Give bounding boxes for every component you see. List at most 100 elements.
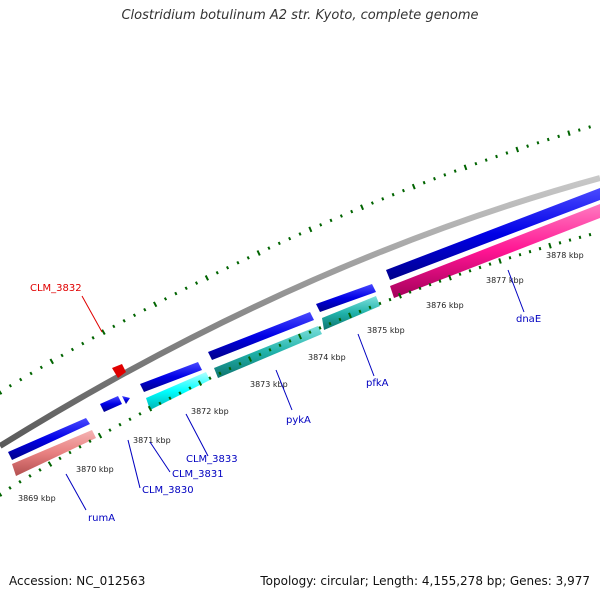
tick-mark xyxy=(298,232,302,236)
gene-leader-lines xyxy=(65,269,525,511)
tick-mark xyxy=(381,197,385,201)
gene-arrow[interactable] xyxy=(316,284,376,312)
kbp-label: 3872 kbp xyxy=(191,407,229,416)
gene-arrow[interactable] xyxy=(386,188,600,280)
tick-mark xyxy=(288,236,292,241)
gene-arrow-pykA[interactable] xyxy=(214,326,322,378)
tick-mark xyxy=(267,246,271,250)
genome-backbone xyxy=(0,175,600,449)
tick-mark xyxy=(278,343,282,348)
gene-arrow-dnaE[interactable] xyxy=(390,204,600,298)
tick-mark xyxy=(458,272,462,276)
kbp-label: 3878 kbp xyxy=(546,251,584,260)
tick-mark xyxy=(528,249,532,254)
tick-mark xyxy=(308,226,313,233)
gene-arrow-CLM_3832[interactable] xyxy=(112,364,126,378)
tick-mark xyxy=(47,461,53,467)
tick-mark xyxy=(297,333,303,340)
gene-label-CLM_3831[interactable]: CLM_3831 xyxy=(172,469,224,480)
tick-mark xyxy=(453,169,457,173)
gene-arrow-rumA[interactable] xyxy=(12,430,96,476)
kbp-label: 3877 kbp xyxy=(486,276,524,285)
tick-mark xyxy=(128,417,132,422)
tick-mark xyxy=(101,329,106,335)
tick-mark xyxy=(401,188,405,193)
gene-label-CLM_3833[interactable]: CLM_3833 xyxy=(186,454,238,465)
gene-label-dnaE[interactable]: dnaE xyxy=(516,314,541,325)
kbp-label: 3871 kbp xyxy=(133,436,171,445)
tick-mark xyxy=(122,319,126,323)
tick-mark xyxy=(468,269,472,273)
tick-mark xyxy=(188,386,192,390)
tick-mark xyxy=(484,158,488,162)
tick-mark xyxy=(338,317,342,322)
tick-mark xyxy=(508,256,512,260)
leader-line-pfkA xyxy=(357,333,375,377)
tick-mark xyxy=(178,391,182,395)
tick-mark xyxy=(174,291,178,296)
tick-mark xyxy=(422,180,426,185)
tick-mark xyxy=(256,250,261,256)
tick-mark xyxy=(8,383,12,388)
kbp-label: 3876 kbp xyxy=(426,301,464,310)
kbp-labels: 3869 kbp 3870 kbp 3871 kbp 3872 kbp 3873… xyxy=(18,251,584,503)
tick-mark xyxy=(108,428,112,432)
tick-mark xyxy=(197,380,203,386)
tick-mark xyxy=(411,183,416,190)
gene-arrow-CLM_3831[interactable] xyxy=(122,396,130,404)
kbp-label: 3869 kbp xyxy=(18,494,56,503)
genome-info-label: Topology: circular; Length: 4,155,278 bp… xyxy=(260,574,590,588)
gene-arrow[interactable] xyxy=(140,362,202,392)
leader-line-CLM_3831 xyxy=(149,441,171,473)
gene-label-CLM_3832[interactable]: CLM_3832 xyxy=(30,283,82,294)
gene-arrow[interactable] xyxy=(8,418,90,460)
tick-mark xyxy=(308,330,312,334)
tick-mark xyxy=(49,358,54,365)
tick-mark xyxy=(318,326,322,330)
tick-mark xyxy=(557,134,561,139)
tick-mark xyxy=(348,312,352,319)
tick-mark xyxy=(515,146,520,153)
forward-strand-genes xyxy=(8,188,600,460)
tick-mark xyxy=(143,307,147,312)
tick-mark xyxy=(448,274,452,281)
tick-mark xyxy=(588,125,592,129)
tick-mark xyxy=(138,412,142,416)
tick-mark xyxy=(39,365,43,370)
gene-arrow-pfkA[interactable] xyxy=(322,296,380,330)
tick-mark xyxy=(118,422,122,427)
tick-mark xyxy=(536,141,540,145)
tick-mark xyxy=(132,313,137,318)
gene-arrow-CLM_3833[interactable] xyxy=(146,372,210,410)
inner-tick-ring xyxy=(0,232,592,497)
tick-mark xyxy=(478,265,482,270)
gene-label-rumA[interactable]: rumA xyxy=(88,513,115,524)
tick-mark xyxy=(215,270,219,275)
gene-arrow-CLM_3830[interactable] xyxy=(100,396,122,412)
gene-arrow[interactable] xyxy=(208,312,314,360)
tick-mark xyxy=(18,480,22,484)
tick-mark xyxy=(567,130,571,136)
tick-mark xyxy=(112,324,116,329)
tick-mark xyxy=(91,336,95,340)
tick-mark xyxy=(505,151,509,155)
tick-mark xyxy=(391,192,395,197)
gene-label-pykA[interactable]: pykA xyxy=(286,415,311,426)
tick-mark xyxy=(548,242,552,249)
tick-mark xyxy=(368,305,372,310)
tick-mark xyxy=(495,154,498,159)
tick-mark xyxy=(88,439,92,443)
gene-label-pfkA[interactable]: pfkA xyxy=(366,378,389,389)
gene-name-labels: CLM_3832 CLM_3833 CLM_3831 CLM_3830 rumA… xyxy=(30,283,541,524)
gene-label-CLM_3830[interactable]: CLM_3830 xyxy=(142,485,194,496)
tick-mark xyxy=(225,265,230,270)
tick-mark xyxy=(238,361,242,366)
tick-mark xyxy=(153,301,158,308)
tick-mark xyxy=(78,445,82,449)
tick-mark xyxy=(208,376,212,380)
tick-mark xyxy=(28,474,32,478)
tick-mark xyxy=(58,456,62,461)
tick-mark xyxy=(588,232,592,237)
tick-mark xyxy=(70,347,75,352)
